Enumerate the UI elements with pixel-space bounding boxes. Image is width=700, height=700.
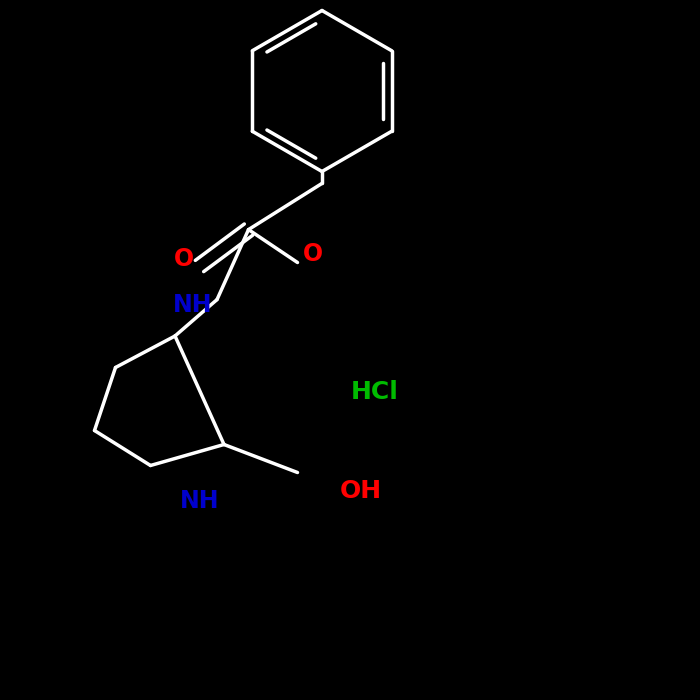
Text: O: O [174,247,194,271]
Text: NH: NH [173,293,212,316]
Text: OH: OH [340,480,382,503]
Text: O: O [303,242,323,266]
Text: HCl: HCl [351,380,398,404]
Text: NH: NH [180,489,219,512]
